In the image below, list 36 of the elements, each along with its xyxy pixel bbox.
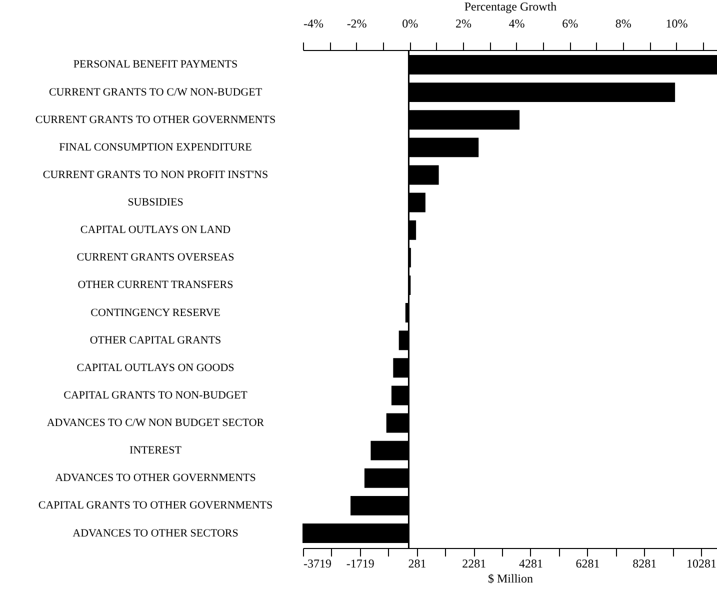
x2-tick-label: 10% [666,16,688,30]
y-tick-label: CURRENT GRANTS TO C/W NON-BUDGET [48,86,262,98]
y-tick-label: CAPITAL OUTLAYS ON GOODS [76,362,234,374]
y-tick-label: CAPITAL GRANTS TO NON-BUDGET [64,389,248,402]
y-tick-label: ADVANCES TO OTHER GOVERNMENTS [55,472,256,484]
x-tick-label: 10281 [686,556,717,570]
x-tick-label: -3719 [304,556,332,570]
y-tick-label: SUBSIDIES [128,196,184,209]
y-tick-label: FINAL CONSUMPTION EXPENDITURE [59,141,252,154]
x2-axis-title: Percentage Growth [464,0,557,14]
y-tick-label: INTEREST [130,444,182,457]
x2-tick-label: -2% [346,16,367,30]
x2-tick-label: 0% [402,16,418,30]
x2-tick-label: -4% [304,16,324,30]
y-tick-label: CONTINGENCY RESERVE [90,306,221,319]
y-tick-label: OTHER CAPITAL GRANTS [90,334,222,346]
x2-tick-label: 4% [508,16,525,30]
y-tick-label: CAPITAL GRANTS TO OTHER GOVERNMENTS [38,500,273,512]
x2-tick-label: 2% [455,16,472,30]
x-tick-label: 2281 [462,556,486,570]
y-tick-label: OTHER CURRENT TRANSFERS [78,279,234,292]
x-tick-label: 8281 [632,556,657,570]
x-tick-label: -1719 [346,556,374,570]
y-tick-label: CURRENT GRANTS OVERSEAS [76,252,234,264]
x-tick-label: 281 [408,556,426,570]
y-tick-label: ADVANCES TO OTHER SECTORS [72,527,238,540]
y-tick-label: ADVANCES TO C/W NON BUDGET SECTOR [46,417,265,430]
x-axis-title: $ Million [488,572,534,586]
y-tick-label: CURRENT GRANTS TO OTHER GOVERNMENTS [35,114,276,126]
x-tick-label: 4281 [518,556,543,570]
y-tick-label: PERSONAL BENEFIT PAYMENTS [73,58,238,71]
y-tick-label: CAPITAL OUTLAYS ON LAND [80,224,231,236]
x-tick-label: 6281 [576,556,600,570]
y-tick-label: CURRENT GRANTS TO NON PROFIT INST'NS [42,168,268,181]
x2-tick-label: 8% [615,16,632,30]
x2-tick-label: 6% [562,16,578,30]
